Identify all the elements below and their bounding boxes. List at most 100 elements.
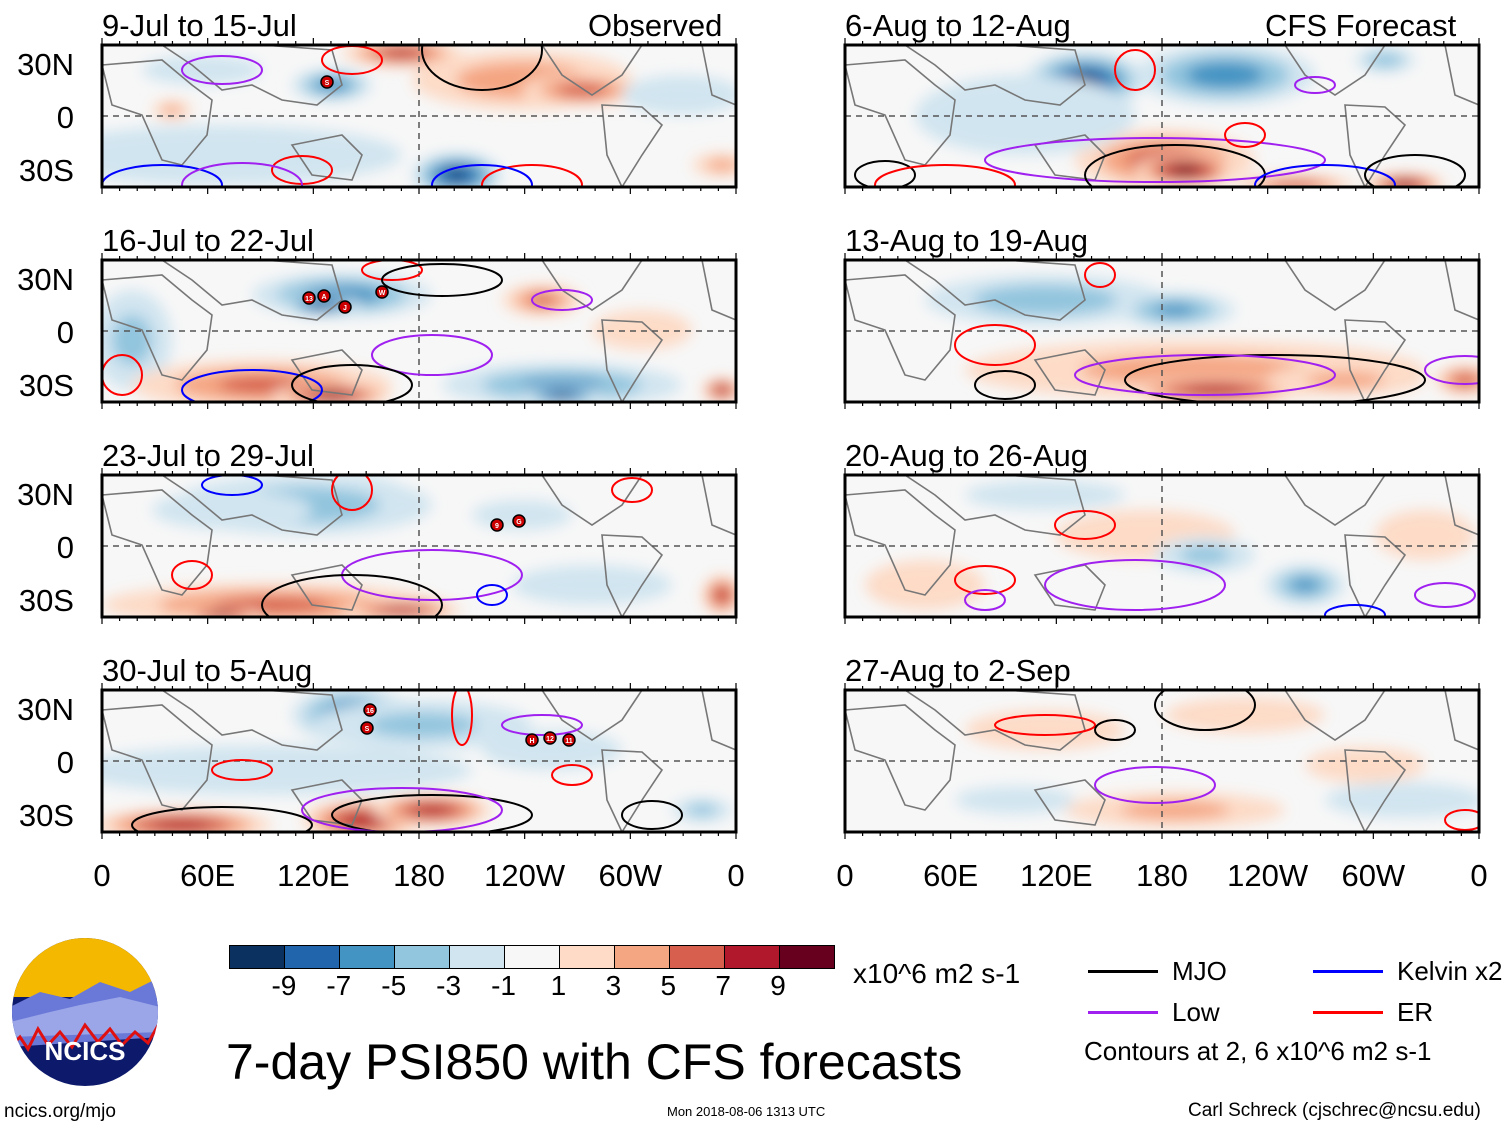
lat-label: 0 [56,530,74,565]
figure-title: 7-day PSI850 with CFS forecasts [226,1034,963,1090]
legend-label: Low [1172,997,1220,1027]
colorbar-swatch [395,946,450,968]
panel-title: 23-Jul to 29-Jul [102,438,314,473]
anomaly-blob [1185,385,1245,395]
tropical-cyclone-marker: J [338,300,352,314]
author-credit: Carl Schreck (cjschrec@ncsu.edu) [1188,1100,1481,1121]
map-panel [843,253,1481,409]
wave-contour [551,764,593,786]
anomaly-blob [622,75,736,115]
tropical-cyclone-marker: G [512,514,526,528]
website-link[interactable]: ncics.org/mjo [4,1101,116,1122]
wave-contour [954,324,1036,366]
wave-contour [1114,49,1156,91]
colorbar-swatch [560,946,615,968]
map-panel [843,468,1481,624]
storm-label: 13 [305,296,313,303]
anomaly-blob [965,480,1125,510]
wave-contour [964,589,1006,611]
lon-label: 60W [1341,858,1406,893]
map-panel: 13 A J W [100,253,738,409]
forecast-label: CFS Forecast [1265,8,1457,43]
colorbar-label: -3 [436,970,462,1001]
coastlines [102,690,736,832]
anomaly-blob [915,75,1135,155]
wave-contour [621,800,683,830]
map-panel: 16 S H 12 11 [100,683,738,839]
legend-label: Kelvin x2 [1397,956,1503,986]
tropical-cyclone-marker: H [525,733,539,747]
colorbar-swatch [505,946,560,968]
wave-contour [1074,354,1336,396]
wave-contour [381,263,503,297]
anomaly-blob [1305,372,1385,388]
wave-contour [331,794,533,832]
anomaly-blob [528,294,556,306]
wave-contour [431,164,533,187]
colorbar-swatch [615,946,670,968]
wave-contour [984,137,1326,183]
lon-label: 0 [1470,858,1488,893]
anomaly-blob [1155,304,1195,316]
anomaly-blob [512,565,672,605]
map-panel [843,38,1481,194]
colorbar-label: 5 [660,970,677,1001]
colorbar-label: -9 [271,970,297,1001]
wave-contour [1364,154,1466,187]
lon-label: 60E [923,858,979,893]
anomaly-blob [448,170,466,180]
wave-contour [451,690,473,746]
timestamp: Mon 2018-08-06 1313 UTC [667,1104,826,1119]
panel-title: 27-Aug to 2-Sep [845,653,1071,688]
anomaly-blob [554,393,570,397]
storm-label: 12 [546,736,554,743]
anomaly-blob [482,730,622,770]
anomaly-blob [102,125,402,185]
lon-label: 120W [484,858,566,893]
wave-contour [211,759,273,781]
anomaly-blob [387,49,417,57]
lat-label: 0 [56,100,74,135]
wave-contour [1254,164,1396,187]
panel-title: 9-Jul to 15-Jul [102,8,297,43]
storm-label: G [516,519,522,526]
wave-contour [1444,809,1479,831]
colorbar-label: 1 [550,970,567,1001]
anomaly-blob [112,315,152,365]
anomaly-blob [865,560,985,610]
tropical-cyclone-marker: 16 [363,703,377,717]
wave-contour [171,560,213,590]
wave-contour [181,55,263,85]
legend-line [1313,970,1383,973]
colorbar-swatch [340,946,395,968]
map-panel: 9G [100,468,738,624]
colorbar-swatch [450,946,505,968]
anomaly-blob [102,745,472,795]
anomaly-blob [955,786,1075,814]
storm-label: 16 [366,708,374,715]
wave-contour [1094,719,1136,741]
tropical-cyclone-marker: A [317,289,331,303]
anomaly-blob [1180,546,1230,564]
coastlines [845,690,1479,832]
wave-contour [301,787,503,832]
anomaly-blob [1375,510,1475,560]
lon-label: 120W [1227,858,1309,893]
colorbar-swatch [670,946,725,968]
colorbar-label: 3 [605,970,622,1001]
panel-title: 16-Jul to 22-Jul [102,223,314,258]
wave-contour [102,164,223,187]
colorbar-label: 7 [715,970,731,1001]
tropical-cyclone-marker: W [375,285,389,299]
anomaly-blob [142,55,262,85]
legend-label: MJO [1172,956,1227,986]
wave-contour [874,164,1016,187]
lat-label: 30N [17,262,74,297]
lon-label: 0 [836,858,854,893]
contour-note: Contours at 2, 6 x10^6 m2 s-1 [1084,1036,1432,1066]
anomaly-blob [717,590,727,600]
wave-contour [611,477,653,503]
anomaly-blob [715,386,729,394]
colorbar-label: 9 [770,970,786,1001]
lat-label: 0 [56,315,74,350]
